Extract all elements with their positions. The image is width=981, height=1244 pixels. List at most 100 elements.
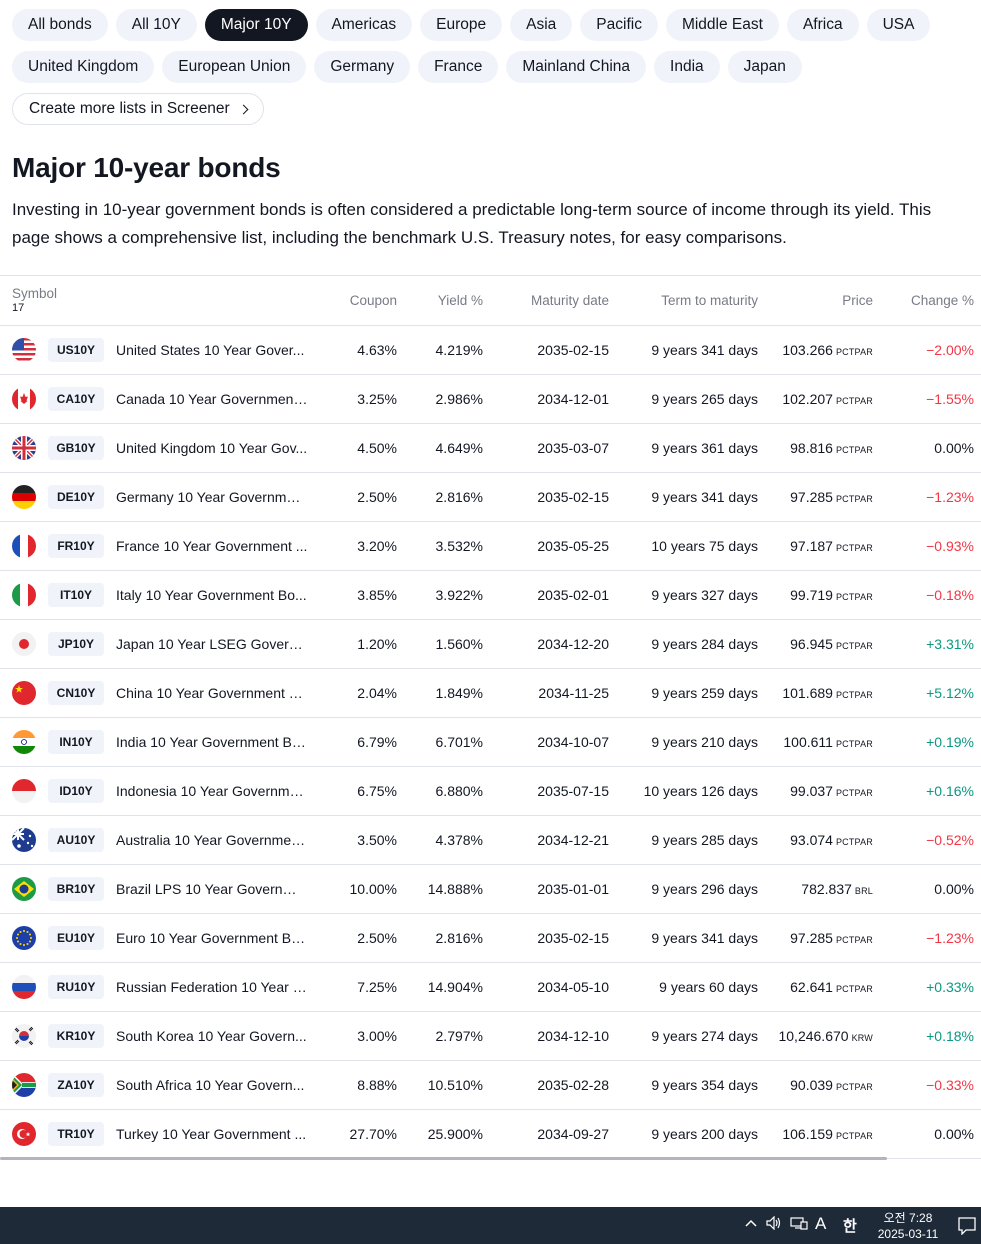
- filter-chip-all-bonds[interactable]: All bonds: [12, 9, 108, 41]
- create-screener-list-button[interactable]: Create more lists in Screener: [12, 93, 264, 125]
- filter-chip-japan[interactable]: Japan: [727, 51, 802, 83]
- price-value: 102.207: [782, 391, 833, 407]
- table-row[interactable]: EU10Y Euro 10 Year Government Bo... 2.50% 2…: [0, 914, 981, 963]
- price-unit: PCTPAR: [835, 592, 873, 602]
- speaker-icon[interactable]: [766, 1215, 782, 1233]
- table-row[interactable]: CN10Y China 10 Year Government B... 2.04% 1…: [0, 669, 981, 718]
- ticker-badge[interactable]: JP10Y: [48, 632, 104, 656]
- table-row[interactable]: AU10Y Australia 10 Year Governmen... 3.50%…: [0, 816, 981, 865]
- ticker-badge[interactable]: IN10Y: [48, 730, 104, 754]
- column-header-term-to-maturity[interactable]: Term to maturity: [661, 293, 758, 308]
- bond-name-link[interactable]: South Africa 10 Year Govern...: [116, 1077, 305, 1093]
- column-header-change[interactable]: Change %: [910, 293, 974, 308]
- taskbar-clock[interactable]: 오전 7:28 2025-03-11: [868, 1210, 948, 1242]
- table-row[interactable]: IN10Y India 10 Year Government Bo... 6.79%…: [0, 718, 981, 767]
- table-row[interactable]: DE10Y Germany 10 Year Governmen... 2.50% 2.…: [0, 473, 981, 522]
- price-cell: 97.285 PCTPAR: [765, 914, 880, 963]
- bond-name-link[interactable]: Russian Federation 10 Year G...: [116, 979, 308, 995]
- table-row[interactable]: KR10Y South Korea 10 Year Govern... 3.00% 2…: [0, 1012, 981, 1061]
- ticker-badge[interactable]: GB10Y: [48, 436, 104, 460]
- filter-chip-germany[interactable]: Germany: [314, 51, 411, 83]
- change-cell: +5.12%: [926, 685, 974, 701]
- price-value: 62.641: [790, 979, 833, 995]
- bond-name-link[interactable]: South Korea 10 Year Govern...: [116, 1028, 307, 1044]
- column-header-maturity-date[interactable]: Maturity date: [530, 293, 609, 308]
- horizontal-scrollbar[interactable]: [0, 1157, 887, 1160]
- filter-chip-major-10y[interactable]: Major 10Y: [204, 9, 308, 41]
- bond-name-link[interactable]: Australia 10 Year Governmen...: [116, 832, 308, 848]
- filter-chip-mainland-china[interactable]: Mainland China: [506, 51, 647, 83]
- change-cell: 0.00%: [934, 1126, 974, 1142]
- column-header-symbol[interactable]: Symbol 17: [0, 276, 316, 326]
- filter-chip-asia[interactable]: Asia: [510, 9, 573, 41]
- ticker-badge[interactable]: CA10Y: [48, 387, 104, 411]
- filter-chip-european-union[interactable]: European Union: [162, 51, 307, 83]
- ticker-badge[interactable]: ID10Y: [48, 779, 104, 803]
- coupon-cell: 3.50%: [357, 832, 397, 848]
- coupon-cell: 3.25%: [357, 391, 397, 407]
- table-row[interactable]: IT10Y Italy 10 Year Government Bo... 3.85%…: [0, 571, 981, 620]
- filter-chip-france[interactable]: France: [418, 51, 499, 83]
- eu-flag-icon: [12, 926, 36, 950]
- bond-name-link[interactable]: United Kingdom 10 Year Gov...: [116, 440, 308, 456]
- filter-chip-middle-east[interactable]: Middle East: [665, 9, 779, 41]
- ticker-badge[interactable]: FR10Y: [48, 534, 104, 558]
- table-row[interactable]: RU10Y Russian Federation 10 Year G... 7.25…: [0, 963, 981, 1012]
- bond-name-link[interactable]: Germany 10 Year Governmen...: [116, 489, 308, 505]
- filter-chip-all-10y[interactable]: All 10Y: [115, 9, 197, 41]
- column-header-yield[interactable]: Yield %: [437, 293, 483, 308]
- network-icon[interactable]: [790, 1216, 808, 1233]
- ime-mode-indicator[interactable]: A: [815, 1214, 827, 1233]
- ticker-badge[interactable]: DE10Y: [48, 485, 104, 509]
- filter-chip-americas[interactable]: Americas: [315, 9, 413, 41]
- filter-chip-africa[interactable]: Africa: [786, 9, 859, 41]
- ticker-badge[interactable]: IT10Y: [48, 583, 104, 607]
- table-row[interactable]: US10Y United States 10 Year Gover... 4.63%…: [0, 326, 981, 375]
- ime-language-indicator[interactable]: 한: [843, 1218, 857, 1235]
- maturity-date-cell: 2035-02-01: [537, 587, 609, 603]
- chevron-up-icon[interactable]: [744, 1216, 758, 1233]
- table-row[interactable]: FR10Y France 10 Year Government ... 3.20% 3…: [0, 522, 981, 571]
- bond-name-link[interactable]: China 10 Year Government B...: [116, 685, 308, 701]
- bond-name-link[interactable]: Turkey 10 Year Government ...: [116, 1126, 307, 1142]
- price-unit: PCTPAR: [835, 984, 873, 994]
- table-row[interactable]: ID10Y Indonesia 10 Year Governme... 6.75% 6…: [0, 767, 981, 816]
- bond-name-link[interactable]: Italy 10 Year Government Bo...: [116, 587, 307, 603]
- table-row[interactable]: ZA10Y South Africa 10 Year Govern... 8.88%…: [0, 1061, 981, 1110]
- bond-name-link[interactable]: Indonesia 10 Year Governme...: [116, 783, 308, 799]
- ticker-badge[interactable]: ZA10Y: [48, 1073, 104, 1097]
- ticker-badge[interactable]: EU10Y: [48, 926, 104, 950]
- ticker-badge[interactable]: KR10Y: [48, 1024, 104, 1048]
- ticker-badge[interactable]: AU10Y: [48, 828, 104, 852]
- table-row[interactable]: BR10Y Brazil LPS 10 Year Governme... 10.00…: [0, 865, 981, 914]
- bond-name-link[interactable]: Japan 10 Year LSEG Govern...: [116, 636, 308, 652]
- notification-icon[interactable]: [958, 1217, 976, 1238]
- table-row[interactable]: JP10Y Japan 10 Year LSEG Govern... 1.20% 1.…: [0, 620, 981, 669]
- bond-name-link[interactable]: United States 10 Year Gover...: [116, 342, 305, 358]
- filter-chip-united-kingdom[interactable]: United Kingdom: [12, 51, 155, 83]
- filter-chip-pacific[interactable]: Pacific: [580, 9, 658, 41]
- ticker-badge[interactable]: RU10Y: [48, 975, 104, 999]
- filter-chip-usa[interactable]: USA: [866, 9, 931, 41]
- bond-name-link[interactable]: Canada 10 Year Government ...: [116, 391, 308, 407]
- ticker-badge[interactable]: US10Y: [48, 338, 104, 362]
- maturity-date-cell: 2034-09-27: [537, 1126, 609, 1142]
- column-header-coupon[interactable]: Coupon: [349, 293, 397, 308]
- filter-chip-india[interactable]: India: [654, 51, 720, 83]
- column-header-price[interactable]: Price: [842, 293, 873, 308]
- filter-chip-europe[interactable]: Europe: [420, 9, 503, 41]
- ticker-badge[interactable]: BR10Y: [48, 877, 104, 901]
- bond-name-link[interactable]: Euro 10 Year Government Bo...: [116, 930, 308, 946]
- table-row[interactable]: GB10Y United Kingdom 10 Year Gov... 4.50% 4…: [0, 424, 981, 473]
- bond-name-link[interactable]: Brazil LPS 10 Year Governme...: [116, 881, 308, 897]
- ticker-badge[interactable]: CN10Y: [48, 681, 104, 705]
- table-row[interactable]: CA10Y Canada 10 Year Government ... 3.25% 2…: [0, 375, 981, 424]
- price-unit: KRW: [851, 1033, 873, 1043]
- kr-flag-icon: [12, 1024, 36, 1048]
- ticker-badge[interactable]: TR10Y: [48, 1122, 104, 1146]
- change-cell: −0.18%: [926, 587, 974, 603]
- bond-name-link[interactable]: India 10 Year Government Bo...: [116, 734, 308, 750]
- bond-name-link[interactable]: France 10 Year Government ...: [116, 538, 308, 554]
- id-flag-icon: [12, 779, 36, 803]
- table-row[interactable]: TR10Y Turkey 10 Year Government ... 27.70%…: [0, 1110, 981, 1159]
